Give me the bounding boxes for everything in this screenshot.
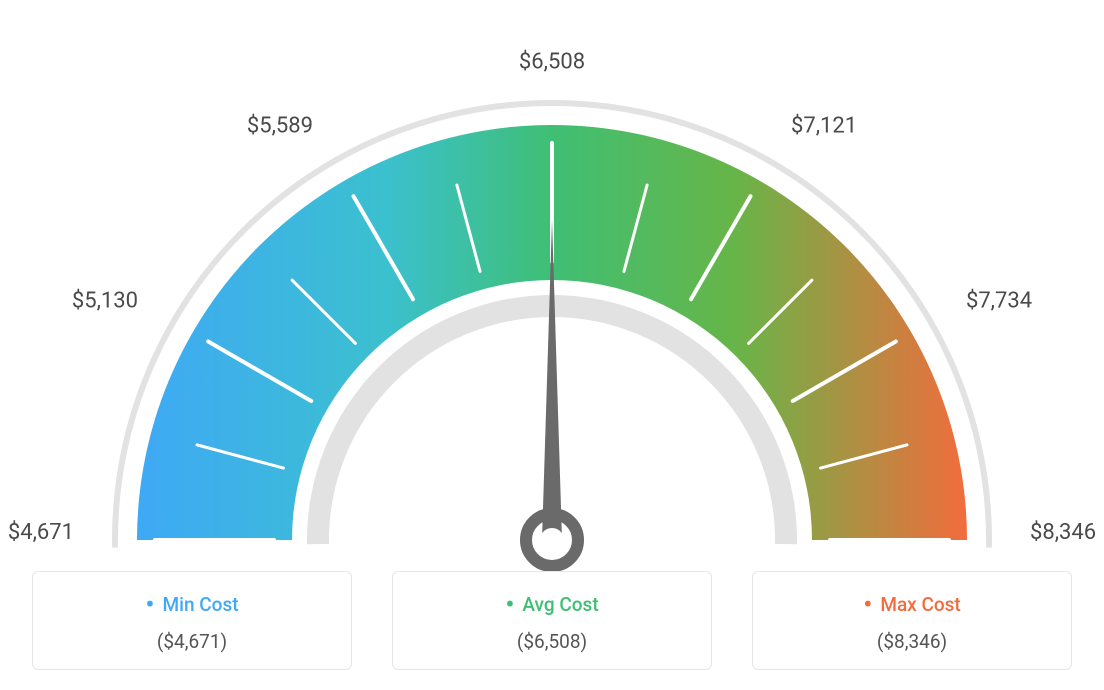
gauge-tick-label: $6,508: [519, 50, 585, 75]
legend-title-avg: Avg Cost: [403, 590, 701, 620]
legend-value-avg: ($6,508): [403, 630, 701, 653]
legend-title-min: Min Cost: [43, 590, 341, 620]
legend-card-max: Max Cost ($8,346): [752, 571, 1072, 670]
legend-row: Min Cost ($4,671) Avg Cost ($6,508) Max …: [0, 571, 1104, 670]
gauge-tick-label: $7,121: [791, 114, 857, 139]
gauge-tick-label: $5,589: [247, 114, 313, 139]
gauge-container: $4,671 $5,130 $5,589 $6,508 $7,121 $7,734 $8,3…: [0, 0, 1104, 580]
gauge-tick-label: $7,734: [966, 289, 1032, 314]
legend-title-max: Max Cost: [763, 590, 1061, 620]
legend-value-max: ($8,346): [763, 630, 1061, 653]
gauge-tick-label: $8,346: [1030, 520, 1096, 545]
legend-card-min: Min Cost ($4,671): [32, 571, 352, 670]
gauge-chart: [52, 40, 1052, 580]
gauge-tick-label: $4,671: [8, 520, 74, 545]
legend-value-min: ($4,671): [43, 630, 341, 653]
gauge-tick-label: $5,130: [72, 289, 138, 314]
legend-card-avg: Avg Cost ($6,508): [392, 571, 712, 670]
